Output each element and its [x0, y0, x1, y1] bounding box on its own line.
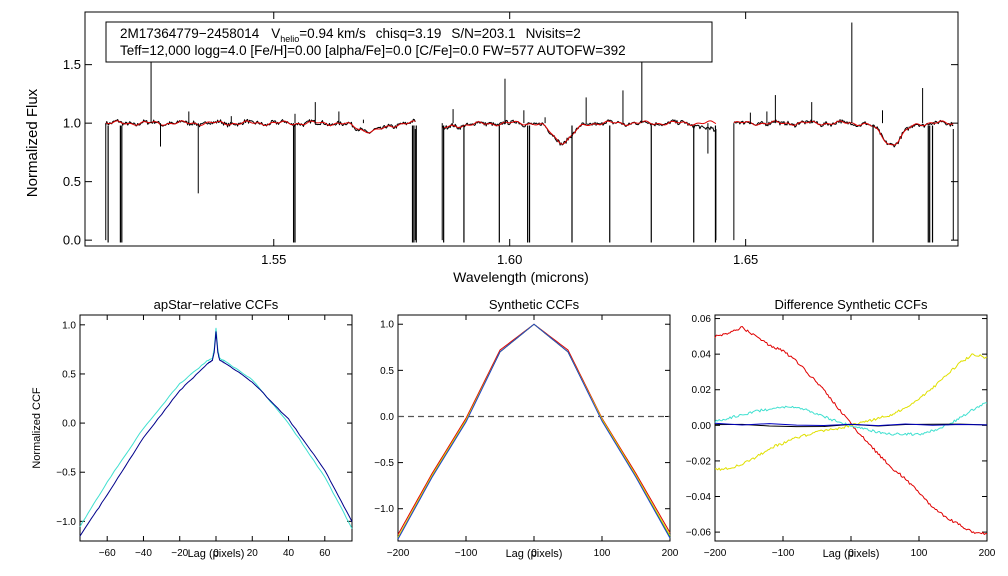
difference-ccf-series-blue-line: [714, 422, 988, 427]
difference-ccf-y-tick-label: 0.00: [692, 421, 712, 432]
apstar-ccf-y-tick-label: 0.5: [62, 369, 76, 380]
spectrum-plot-frame: [84, 11, 959, 247]
difference-ccf-plot-frame: [714, 314, 988, 542]
difference-ccf-ticks: −200 −100 0 100 200 −0.06 −0.04 −0.02 0.00 0.02 0.…: [686, 314, 996, 559]
apstar-ccf-y-axis-label: Normalized CCF: [31, 387, 43, 469]
spectrum-y-axis-label: Normalized Flux: [24, 88, 41, 197]
apstar-ccf-panel: −60 −40 −20 0 20 40 60 −1.0 −0.5 0.0 0.5 1.0 apStar…: [31, 297, 353, 560]
vhelio-label-text: V: [271, 26, 280, 41]
synthetic-ccf-marks: [397, 323, 671, 540]
synthetic-ccf-panel: −200 −100 0 100 200 −1.0 −0.5 0.0 0.5 1.0 Synthet…: [374, 297, 679, 560]
apstar-ccf-series-visit-2-line: [79, 331, 353, 537]
spectrum-marks: [105, 22, 954, 243]
vhelio-value-text: =0.94 km/s: [299, 26, 366, 41]
synthetic-ccf-y-tick-label: 1.0: [380, 320, 394, 331]
synthetic-ccf-x-tick-label: 100: [594, 548, 611, 559]
spectrum-y-tick-label: 0.5: [63, 174, 81, 189]
synthetic-ccf-series-red-line: [397, 323, 671, 535]
difference-ccf-series-yellow-line: [714, 353, 988, 471]
difference-ccf-series-cyan-line: [714, 402, 988, 436]
difference-ccf-x-tick-label: 0: [848, 548, 854, 559]
spectrum-x-tick-label: 1.55: [261, 252, 286, 267]
spectrum-ticks: 1.55 1.60 1.65 0.0 0.5 1.0 1.5: [63, 12, 958, 267]
spectrum-info-box: [105, 21, 713, 63]
synthetic-ccf-x-tick-label: −100: [455, 548, 478, 559]
apstar-ccf-title: apStar−relative CCFs: [154, 297, 279, 312]
synthetic-ccf-series-yellow-line: [397, 323, 671, 538]
spectrum-x-tick-label: 1.60: [497, 252, 522, 267]
difference-ccf-x-tick-label: −100: [772, 548, 795, 559]
synthetic-ccf-y-tick-label: −0.5: [374, 458, 394, 469]
spectrum-observed-line: [733, 119, 954, 148]
difference-ccf-x-tick-label: 200: [979, 548, 996, 559]
synthetic-ccf-series-green-line: [397, 323, 671, 539]
apstar-ccf-x-tick-label: 60: [319, 548, 331, 559]
apstar-ccf-x-tick-label: −40: [135, 548, 152, 559]
spectrum-x-axis-label: Wavelength (microns): [453, 269, 589, 285]
synthetic-ccf-x-tick-label: 200: [662, 548, 679, 559]
difference-ccf-series-red-line: [714, 326, 988, 535]
spectrum-y-tick-label: 1.5: [63, 57, 81, 72]
spectrum-model-line: [105, 120, 416, 134]
apstar-ccf-x-tick-label: 0: [213, 548, 219, 559]
spectrum-panel: 1.55 1.60 1.65 0.0 0.5 1.0 1.5 Normalized Flux…: [24, 11, 959, 285]
apstar-ccf-y-tick-label: −0.5: [56, 468, 76, 479]
apstar-ccf-x-tick-label: 20: [247, 548, 259, 559]
spectrum-model-line: [442, 120, 717, 145]
apstar-ccf-y-tick-label: 0.0: [62, 419, 76, 430]
difference-ccf-x-axis-label: Lag (pixels): [823, 548, 880, 560]
sn-text: S/N=203.1: [451, 26, 515, 41]
synthetic-ccf-x-tick-label: 0: [531, 548, 537, 559]
nvisits-text: Nvisits=2: [526, 26, 581, 41]
spectrum-model-line: [733, 120, 954, 146]
spectrum-info-line1: 2M17364779−2458014 Vhelio=0.94 km/s chisq=…: [120, 26, 581, 44]
apstar-ccf-x-tick-label: 40: [283, 548, 295, 559]
synthetic-ccf-plot-frame: [397, 314, 671, 542]
difference-ccf-title: Difference Synthetic CCFs: [775, 297, 928, 312]
difference-ccf-y-tick-label: 0.06: [692, 314, 712, 325]
spectrum-observed-line: [105, 118, 416, 134]
spectrum-info-line2: Teff=12,000 logg=4.0 [Fe/H]=0.00 [alpha/…: [120, 43, 626, 58]
chisq-text: chisq=3.19: [376, 26, 442, 41]
difference-ccf-x-tick-label: −200: [704, 548, 727, 559]
synthetic-ccf-title: Synthetic CCFs: [489, 297, 580, 312]
spectrum-y-tick-label: 0.0: [63, 233, 81, 248]
apstar-ccf-x-tick-label: −60: [99, 548, 116, 559]
difference-ccf-panel: −200 −100 0 100 200 −0.06 −0.04 −0.02 0.00 0.02 0.…: [686, 297, 996, 560]
apstar-ccf-ticks: −60 −40 −20 0 20 40 60 −1.0 −0.5 0.0 0.5 1.0: [56, 315, 352, 559]
difference-ccf-y-tick-label: −0.04: [686, 492, 712, 503]
synthetic-ccf-y-tick-label: −1.0: [374, 504, 394, 515]
apstar-ccf-series-visit-1-line: [79, 327, 353, 529]
difference-ccf-x-tick-label: 100: [911, 548, 928, 559]
synthetic-ccf-ticks: −200 −100 0 100 200 −1.0 −0.5 0.0 0.5 1.0: [374, 315, 679, 559]
synthetic-ccf-x-axis-label: Lag (pixels): [506, 548, 563, 560]
spectrum-y-tick-label: 1.0: [63, 116, 81, 131]
synthetic-ccf-series-blue-line: [397, 323, 671, 540]
synthetic-ccf-y-tick-label: 0.5: [380, 366, 394, 377]
vhelio-subscript-text: helio: [280, 34, 299, 44]
difference-ccf-y-tick-label: 0.04: [692, 350, 712, 361]
difference-ccf-y-tick-label: −0.06: [686, 528, 712, 539]
apstar-ccf-y-tick-label: 1.0: [62, 320, 76, 331]
synthetic-ccf-x-tick-label: −200: [387, 548, 410, 559]
synthetic-ccf-y-tick-label: 0.0: [380, 412, 394, 423]
apstar-ccf-y-tick-label: −1.0: [56, 517, 76, 528]
star-id-text: 2M17364779−2458014: [120, 26, 260, 41]
apstar-ccf-x-axis-label: Lag (pixels): [188, 548, 245, 560]
spectrum-x-tick-label: 1.65: [733, 252, 758, 267]
difference-ccf-y-tick-label: 0.02: [692, 385, 712, 396]
apstar-ccf-plot-frame: [79, 314, 353, 542]
difference-ccf-y-tick-label: −0.02: [686, 456, 712, 467]
apstar-ccf-marks: [79, 327, 353, 537]
difference-ccf-marks: [714, 326, 988, 535]
apstar-ccf-x-tick-label: −20: [171, 548, 188, 559]
